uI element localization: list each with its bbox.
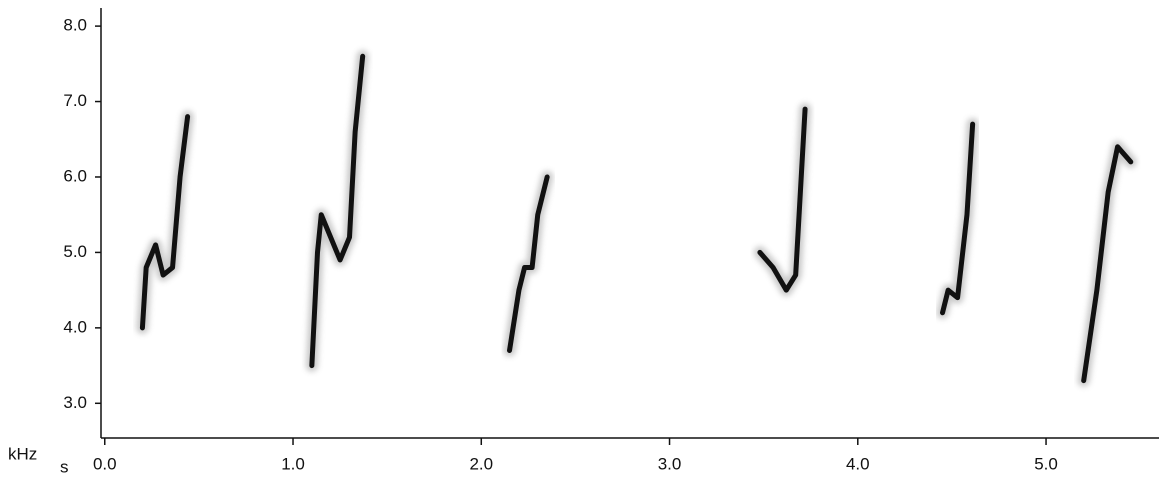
y-tick-label: 4.0 (63, 317, 87, 336)
note-trace (757, 106, 808, 293)
y-tick-label: 8.0 (63, 16, 87, 35)
x-tick-label: 5.0 (1034, 454, 1058, 473)
y-tick-label: 3.0 (63, 393, 87, 412)
note-halo (305, 50, 369, 372)
y-axis-label: kHz (8, 444, 37, 463)
x-axis-label: s (60, 457, 69, 476)
note-trace (940, 121, 976, 316)
note-trace (139, 114, 191, 331)
note-halo (136, 110, 194, 334)
y-tick-label: 7.0 (63, 91, 87, 110)
y-tick-label: 6.0 (63, 166, 87, 185)
x-tick-label: 0.0 (93, 454, 117, 473)
x-tick-label: 3.0 (658, 454, 682, 473)
y-tick-label: 5.0 (63, 242, 87, 261)
note-trace (1081, 144, 1134, 384)
note-trace (309, 53, 366, 369)
x-tick-label: 2.0 (469, 454, 493, 473)
note-trace (507, 174, 550, 353)
x-tick-label: 4.0 (846, 454, 870, 473)
x-tick-label: 1.0 (281, 454, 305, 473)
